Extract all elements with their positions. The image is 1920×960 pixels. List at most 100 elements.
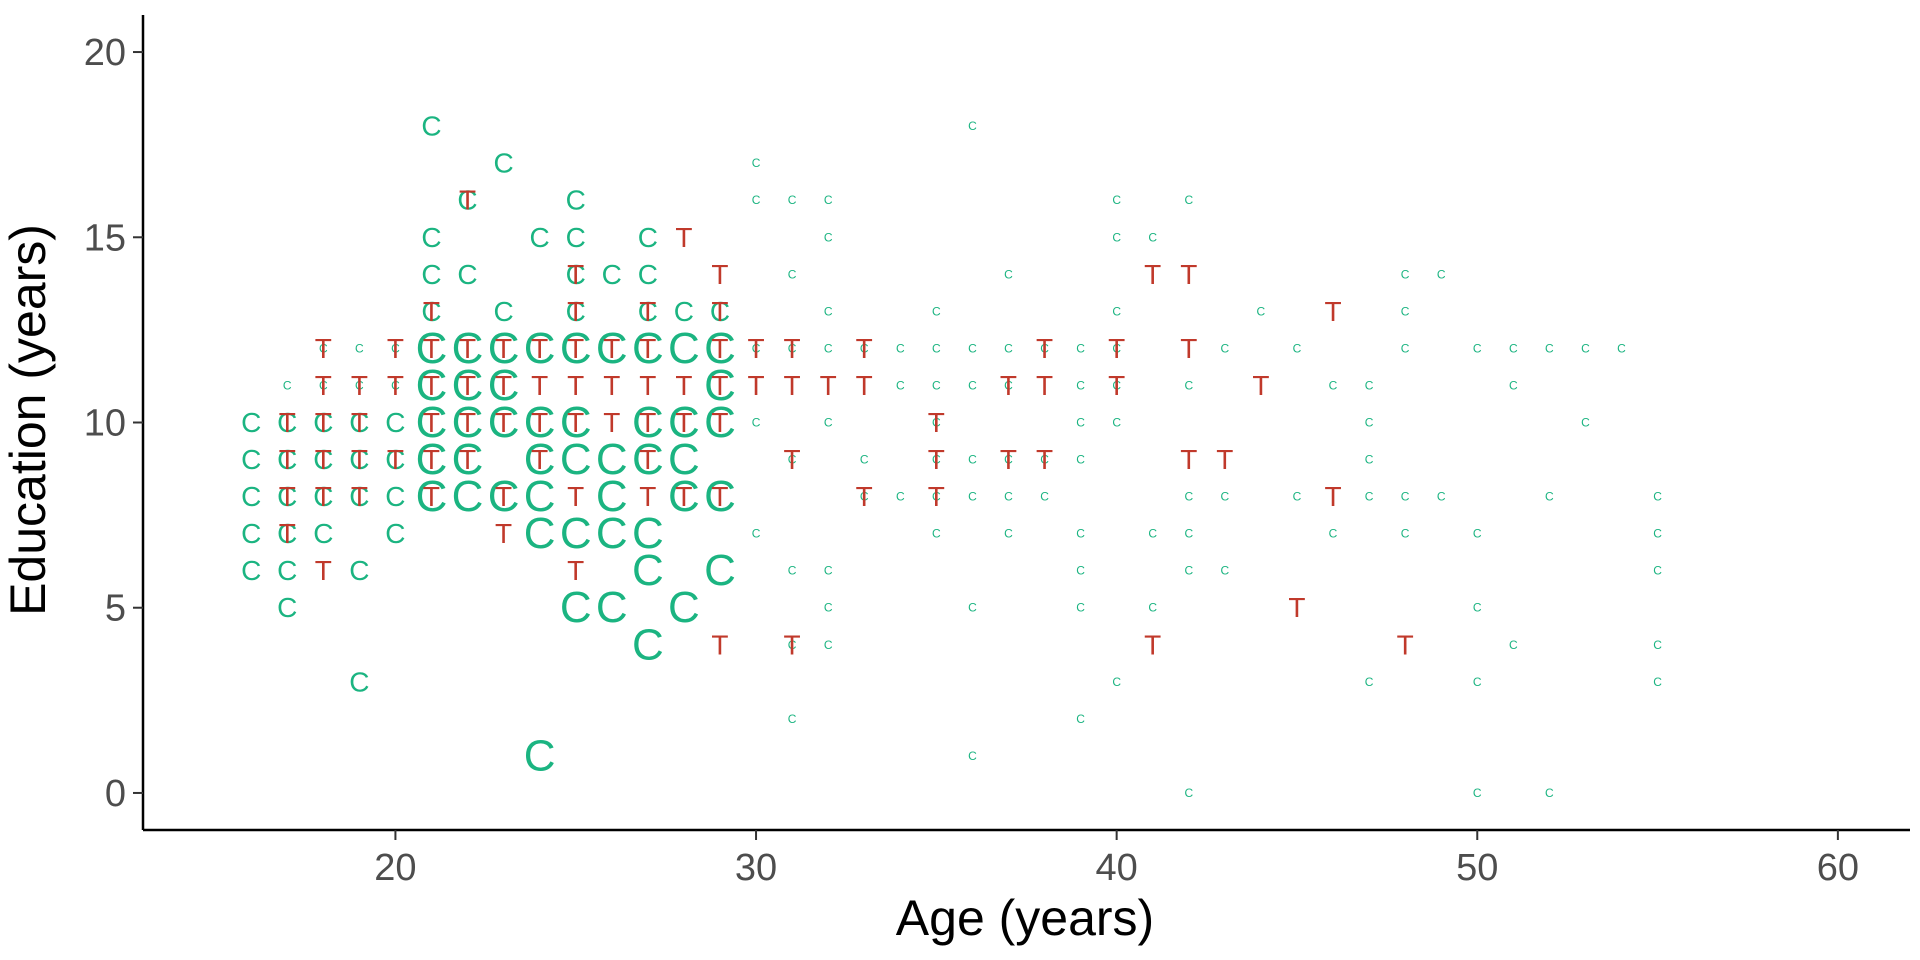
data-point-c: C: [704, 472, 736, 521]
data-point-c: C: [860, 341, 869, 355]
data-point-t: T: [711, 370, 728, 401]
data-point-t: T: [423, 407, 440, 438]
data-point-t: T: [1000, 444, 1017, 475]
data-point-c: C: [1653, 564, 1662, 578]
data-point-t: T: [784, 629, 801, 660]
data-point-t: T: [423, 370, 440, 401]
data-point-c: C: [1112, 193, 1121, 207]
data-point-t: T: [1000, 370, 1017, 401]
data-point-c: C: [752, 193, 761, 207]
data-point-t: T: [279, 518, 296, 549]
data-point-t: T: [459, 370, 476, 401]
data-point-c: C: [824, 601, 833, 615]
data-point-t: T: [711, 629, 728, 660]
data-point-t: T: [1036, 444, 1053, 475]
data-point-c: C: [1004, 378, 1013, 392]
data-point-c: C: [524, 435, 556, 484]
y-tick-label: 15: [84, 217, 126, 259]
data-point-c: C: [355, 341, 364, 355]
data-point-c: C: [452, 324, 484, 373]
data-point-t: T: [495, 370, 512, 401]
axes: 20 30 40 50 60 0 5 10 15 20: [84, 15, 1910, 889]
data-point-c: C: [788, 193, 797, 207]
data-point-t: T: [351, 481, 368, 512]
data-point-c: C: [668, 398, 700, 447]
data-point-c: C: [1004, 453, 1013, 467]
data-point-c: C: [1148, 230, 1157, 244]
data-point-t: T: [567, 296, 584, 327]
data-point-c: C: [596, 435, 628, 484]
data-point-t: T: [315, 555, 332, 586]
data-point-t: T: [567, 259, 584, 290]
data-point-c: C: [524, 324, 556, 373]
data-point-c: C: [824, 416, 833, 430]
data-point-c: C: [1329, 527, 1338, 541]
data-point-t: T: [459, 185, 476, 216]
data-point-c: C: [1004, 527, 1013, 541]
data-point-c: C: [488, 324, 520, 373]
data-point-c: C: [932, 304, 941, 318]
data-point-c: C: [452, 361, 484, 410]
data-point-c: C: [968, 490, 977, 504]
data-point-t: T: [711, 481, 728, 512]
data-point-c: C: [1004, 267, 1013, 281]
data-point-t: T: [279, 444, 296, 475]
data-point-t: T: [567, 333, 584, 364]
data-point-c: C: [860, 490, 869, 504]
data-point-t: T: [675, 370, 692, 401]
data-point-c: C: [1653, 527, 1662, 541]
data-point-t: T: [495, 518, 512, 549]
y-tick-label: 10: [84, 403, 126, 445]
data-point-c: C: [824, 193, 833, 207]
data-point-c: C: [1076, 341, 1085, 355]
data-point-t: T: [1036, 333, 1053, 364]
data-point-c: C: [421, 259, 441, 290]
data-point-t: T: [639, 444, 656, 475]
data-point-c: C: [1076, 378, 1085, 392]
data-point-t: T: [567, 555, 584, 586]
data-point-c: C: [524, 472, 556, 521]
data-point-c: C: [391, 341, 400, 355]
data-point-c: C: [1221, 564, 1230, 578]
data-point-c: C: [1545, 490, 1554, 504]
data-point-t: T: [531, 444, 548, 475]
data-point-c: C: [596, 509, 628, 558]
data-point-c: C: [1329, 378, 1338, 392]
data-point-c: C: [668, 324, 700, 373]
data-point-t: T: [531, 407, 548, 438]
data-point-t: T: [387, 444, 404, 475]
data-point-c: C: [1112, 341, 1121, 355]
data-point-t: T: [1036, 370, 1053, 401]
data-point-c: C: [932, 490, 941, 504]
data-point-c: C: [668, 435, 700, 484]
data-point-t: T: [639, 407, 656, 438]
data-point-c: C: [788, 267, 797, 281]
data-point-c: C: [1401, 527, 1410, 541]
data-point-c: C: [1040, 453, 1049, 467]
data-point-c: C: [457, 259, 477, 290]
data-point-c: C: [241, 481, 261, 512]
y-tick-label: 0: [105, 773, 126, 815]
data-point-c: C: [896, 378, 905, 392]
data-point-c: C: [560, 398, 592, 447]
data-point-c: C: [602, 259, 622, 290]
data-point-t: T: [567, 370, 584, 401]
data-point-c: C: [566, 222, 586, 253]
data-point-c: C: [1112, 304, 1121, 318]
data-point-c: C: [752, 341, 761, 355]
data-point-t: T: [315, 333, 332, 364]
x-tick-label: 20: [374, 847, 416, 889]
data-point-c: C: [524, 398, 556, 447]
data-point-c: C: [1653, 675, 1662, 689]
x-axis-title: Age (years): [896, 890, 1154, 946]
data-point-c: C: [788, 712, 797, 726]
data-point-c: C: [1653, 638, 1662, 652]
data-point-c: C: [1473, 341, 1482, 355]
data-point-c: C: [1473, 786, 1482, 800]
data-point-c: C: [932, 378, 941, 392]
data-point-c: C: [632, 546, 664, 595]
data-point-c: C: [421, 296, 441, 327]
data-point-c: C: [968, 453, 977, 467]
data-point-c: C: [566, 185, 586, 216]
data-point-c: C: [824, 341, 833, 355]
